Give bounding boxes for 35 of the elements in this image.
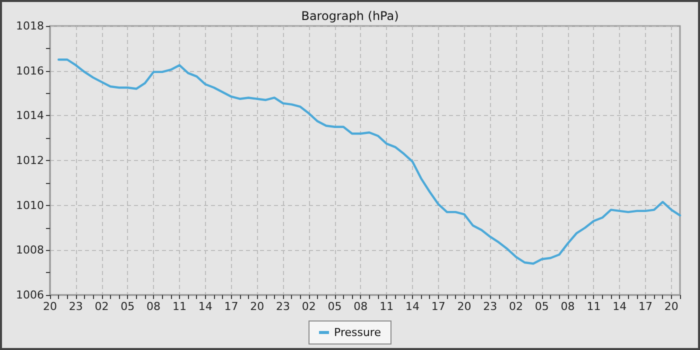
y-tick-label: 1014 — [16, 109, 44, 122]
x-tick-label: 11 — [380, 300, 394, 313]
x-tick-label: 05 — [328, 300, 342, 313]
y-tick-label: 1006 — [16, 288, 44, 302]
x-tick-label: 20 — [664, 300, 678, 313]
line-series — [58, 58, 682, 265]
x-tick-label: 23 — [68, 300, 83, 313]
x-tick-label: 11 — [586, 300, 601, 313]
y-tick-label: 1016 — [16, 64, 44, 78]
x-tick-label: 14 — [405, 300, 420, 313]
legend-label: Pressure — [334, 326, 382, 339]
x-tick-label: 02 — [94, 300, 109, 313]
chart-title: Barograph (hPa) — [301, 9, 399, 23]
x-tick-label: 08 — [354, 300, 368, 313]
x-tick-label: 02 — [509, 300, 524, 313]
x-tick-label: 05 — [120, 300, 135, 313]
x-tick-label: 02 — [302, 300, 316, 313]
x-tick-label: 17 — [638, 300, 652, 313]
x-tick-label: 08 — [146, 300, 161, 313]
x-tick-label: 20 — [250, 300, 264, 313]
x-tick-label: 23 — [276, 300, 290, 313]
x-tick-label: 14 — [612, 300, 627, 313]
x-tick-label: 20 — [457, 300, 472, 313]
x-tick-label: 17 — [431, 300, 446, 313]
y-tick-label: 1012 — [16, 154, 44, 167]
x-tick-label: 20 — [43, 300, 57, 313]
y-tick-label: 1010 — [16, 198, 44, 212]
x-tick-label: 11 — [172, 300, 186, 313]
x-tick-label: 17 — [224, 300, 238, 313]
y-tick-label: 1018 — [16, 20, 44, 32]
x-tick-label: 14 — [198, 300, 212, 313]
y-tick-label: 1008 — [16, 244, 44, 257]
x-tick-label: 23 — [483, 300, 498, 313]
x-tick-label: 05 — [534, 300, 549, 313]
x-tick-label: 08 — [560, 300, 575, 313]
